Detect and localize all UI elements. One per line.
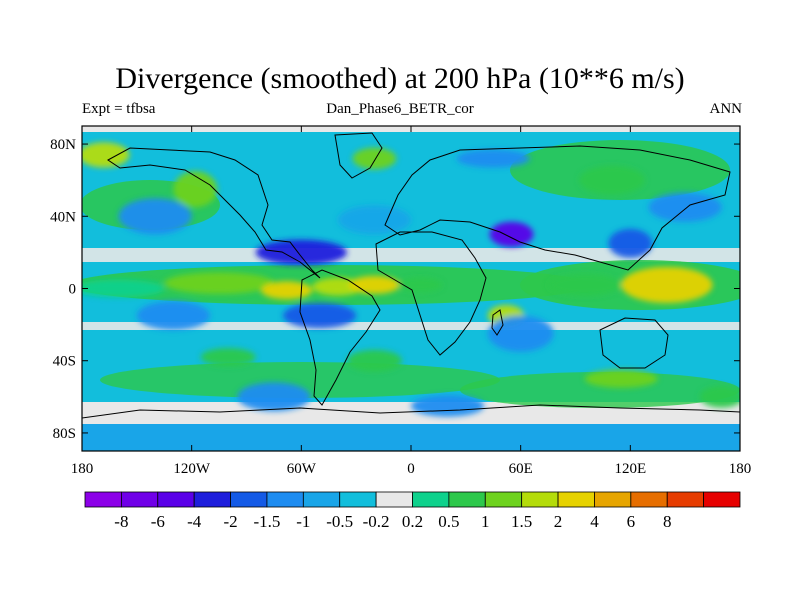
colorbar-swatch [484,491,523,508]
lat-tick-label: 80S [53,426,76,442]
lon-tick-label: 120W [173,461,211,477]
north-america-coast [107,147,321,279]
lon-tick-label: 60W [287,461,317,477]
colorbar-swatch [703,491,741,508]
field-anomaly [255,239,348,266]
colorbar-label: 2 [554,512,563,531]
colorbar-label: 4 [590,512,599,531]
field-anomaly [548,274,622,296]
eurasia-coast [384,145,731,271]
colorbar-label: -4 [187,512,202,531]
colorbar-swatch [120,491,159,508]
colorbar-label: -0.2 [363,512,390,531]
colorbar-label: 8 [663,512,672,531]
colorbar-swatch [594,491,632,508]
lat-tick-label: 40S [53,354,76,370]
colorbar-label: -1.5 [253,512,280,531]
greenland-coast [334,132,383,179]
colorbar: -8 -6 -4 -2 -1.5 -1 -0.5 -0.2 0.2 0.5 1 1.5 2 4 6 8 [84,491,741,531]
field-anomaly [136,301,210,331]
lon-tick-label: 180 [71,461,94,477]
colorbar-label: 1 [481,512,490,531]
field-anomaly [621,266,713,303]
field-anomaly [164,272,274,294]
neutral-band [82,248,740,262]
colorbar-swatch [339,491,377,508]
neutral-band [82,322,740,330]
colorbar-swatch [557,491,595,508]
colorbar-swatch [84,491,122,508]
latitude-axis: 80N 40N 0 40S 80S [50,137,740,442]
lon-tick-label: 180 [729,461,752,477]
colorbar-label: -2 [223,512,237,531]
colorbar-label: -0.5 [326,512,353,531]
field-anomaly [237,382,311,412]
lon-tick-label: 0 [407,461,415,477]
field-anomaly [352,147,397,170]
field-anomaly [261,281,313,300]
field-anomaly [648,192,722,222]
colorbar-swatch [666,491,705,508]
colorbar-swatch [521,491,559,508]
antarctica-coast [82,404,740,419]
field-anomaly [118,198,192,235]
field-region [460,372,740,408]
colorbar-label: 0.5 [438,512,459,531]
colorbar-swatch [375,491,413,508]
field-region [100,362,500,398]
map-panel [81,125,741,452]
africa-coast [375,231,487,356]
field-anomaly [579,165,645,195]
field-anomaly [200,348,256,367]
colorbar-label: -8 [114,512,128,531]
colorbar-swatch [157,491,195,508]
plot-title: Divergence (smoothed) at 200 hPa (10**6 … [115,62,685,95]
field-anomaly [173,171,218,208]
australia-coast [599,317,669,369]
south-america-coast [299,269,381,406]
lat-tick-label: 80N [50,137,76,153]
colorbar-label: 6 [627,512,636,531]
season-label: ANN [709,101,743,117]
colorbar-swatch [302,491,341,508]
lon-tick-label: 60E [509,461,533,477]
colorbar-swatch [630,491,668,508]
field-anomaly [347,349,402,372]
field-anomaly [699,386,740,408]
colorbar-swatch [193,491,231,508]
field-anomaly [489,221,534,247]
field-anomaly [584,369,658,388]
field-anomaly [398,277,443,293]
continent-outlines [82,132,740,419]
lat-tick-label: 0 [69,282,77,298]
colorbar-label: -1 [296,512,310,531]
colorbar-swatch [266,491,304,508]
field-anomaly [82,279,165,298]
field-anomaly [487,315,554,352]
colorbar-swatch [412,491,450,508]
colorbar-swatch [448,491,486,508]
colorbar-swatch [230,491,268,508]
colorbar-label: 1.5 [511,512,532,531]
field-anomaly [456,149,530,168]
lat-tick-label: 40N [50,209,76,225]
longitude-axis: 180 120W 60W 0 60E 120E 180 [71,126,752,477]
field-anomaly [82,142,130,168]
madagascar-coast [491,309,504,336]
case-label: Dan_Phase6_BETR_cor [326,101,474,117]
colorbar-label: -6 [151,512,165,531]
field-anomaly [283,302,357,329]
field-anomaly [337,205,412,235]
experiment-label: Expt = tfbsa [82,101,156,117]
field-anomaly [411,395,485,417]
lon-tick-label: 120E [614,461,646,477]
field-anomaly [608,228,653,258]
field-anomalies [82,142,740,417]
colorbar-label: 0.2 [402,512,423,531]
